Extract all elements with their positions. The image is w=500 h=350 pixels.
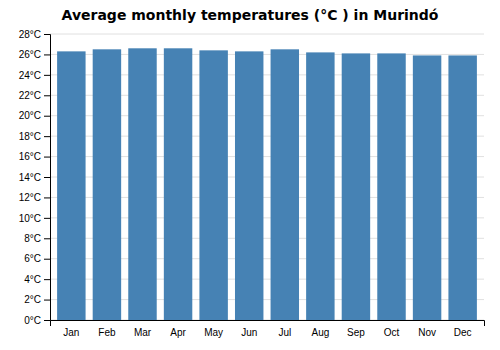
bar bbox=[413, 55, 441, 320]
x-tick-label: Nov bbox=[418, 327, 436, 338]
y-tick-label: 26°C bbox=[19, 49, 41, 60]
y-tick-mark bbox=[44, 157, 50, 158]
y-tick-mark bbox=[44, 197, 50, 198]
x-axis: Jan Feb Mar Apr May Jun Jul Aug Sep Oct Nov Dec bbox=[51, 321, 485, 339]
x-tick-label: Jun bbox=[241, 327, 257, 338]
y-tick-label: 0°C bbox=[24, 315, 41, 326]
x-tick: Feb bbox=[98, 327, 116, 338]
x-tick: Jul bbox=[278, 327, 291, 338]
y-tick-label: 2°C bbox=[24, 294, 41, 305]
x-tick-label: Mar bbox=[134, 327, 152, 338]
bar bbox=[57, 51, 85, 320]
x-tick: Apr bbox=[170, 327, 186, 338]
y-tick-label: 12°C bbox=[19, 192, 41, 203]
y-tick-mark bbox=[44, 279, 50, 280]
x-tick-label: Dec bbox=[454, 327, 472, 338]
y-axis: 0°C 2°C 4°C 6°C 8°C 10°C 12°C 14°C 16°C 18°C 20°C 2… bbox=[19, 29, 51, 326]
x-tick: May bbox=[204, 327, 223, 338]
y-tick: 24°C bbox=[19, 70, 50, 81]
y-tick: 28°C bbox=[19, 29, 50, 40]
y-tick-label: 28°C bbox=[19, 29, 41, 40]
y-tick-mark bbox=[44, 218, 50, 219]
chart-title: Average monthly temperatures (°C ) in Mu… bbox=[62, 7, 439, 23]
y-tick-mark bbox=[44, 54, 50, 55]
y-tick-label: 4°C bbox=[24, 274, 41, 285]
y-tick-label: 6°C bbox=[24, 253, 41, 264]
bar bbox=[128, 48, 156, 320]
x-tick: Oct bbox=[384, 327, 400, 338]
y-axis-line bbox=[44, 35, 51, 321]
x-tick-label: Oct bbox=[384, 327, 400, 338]
bar bbox=[306, 52, 334, 320]
y-tick: 2°C bbox=[24, 294, 50, 305]
y-tick-mark bbox=[44, 259, 50, 260]
grid bbox=[50, 34, 484, 320]
y-tick: 12°C bbox=[19, 192, 50, 203]
y-tick-mark bbox=[44, 238, 50, 239]
chart-svg: Average monthly temperatures (°C ) in Mu… bbox=[0, 0, 500, 350]
y-tick: 0°C bbox=[24, 315, 50, 326]
y-tick-mark bbox=[44, 320, 50, 321]
x-tick: Dec bbox=[454, 327, 472, 338]
y-tick-label: 16°C bbox=[19, 151, 41, 162]
y-tick: 16°C bbox=[19, 151, 50, 162]
x-tick-label: Jan bbox=[63, 327, 79, 338]
x-tick: Jan bbox=[63, 327, 79, 338]
bar bbox=[271, 49, 299, 320]
y-tick-label: 20°C bbox=[19, 110, 41, 121]
y-tick: 22°C bbox=[19, 90, 50, 101]
x-tick-label: Jul bbox=[278, 327, 291, 338]
x-tick-label: May bbox=[204, 327, 223, 338]
x-axis-line bbox=[51, 321, 485, 327]
y-tick-label: 8°C bbox=[24, 233, 41, 244]
x-tick: Jun bbox=[241, 327, 257, 338]
y-tick-mark bbox=[44, 177, 50, 178]
y-tick: 20°C bbox=[19, 110, 50, 121]
y-tick-label: 18°C bbox=[19, 131, 41, 142]
y-tick-mark bbox=[44, 95, 50, 96]
x-tick: Nov bbox=[418, 327, 436, 338]
x-tick-label: Apr bbox=[170, 327, 186, 338]
bar bbox=[377, 53, 405, 320]
y-tick-mark bbox=[44, 75, 50, 76]
y-tick: 6°C bbox=[24, 253, 50, 264]
y-tick-mark bbox=[44, 116, 50, 117]
bar bbox=[342, 53, 370, 320]
bar bbox=[199, 50, 227, 320]
bar bbox=[93, 49, 121, 320]
bar bbox=[448, 55, 476, 320]
bar bbox=[164, 48, 192, 320]
y-tick: 10°C bbox=[19, 213, 50, 224]
y-tick-mark bbox=[44, 300, 50, 301]
y-tick: 4°C bbox=[24, 274, 50, 285]
grid-line bbox=[50, 34, 484, 35]
bars bbox=[57, 48, 477, 320]
y-tick: 14°C bbox=[19, 172, 50, 183]
y-tick-label: 24°C bbox=[19, 70, 41, 81]
y-tick-label: 10°C bbox=[19, 213, 41, 224]
y-tick-label: 14°C bbox=[19, 172, 41, 183]
chart-container: Average monthly temperatures (°C ) in Mu… bbox=[0, 0, 500, 350]
plot: 0°C 2°C 4°C 6°C 8°C 10°C 12°C 14°C 16°C 18°C 20°C 2… bbox=[19, 29, 485, 338]
y-tick-mark bbox=[44, 136, 50, 137]
bar bbox=[235, 51, 263, 320]
y-tick-mark bbox=[44, 34, 50, 35]
y-tick: 18°C bbox=[19, 131, 50, 142]
y-tick: 8°C bbox=[24, 233, 50, 244]
x-tick: Mar bbox=[134, 327, 152, 338]
y-tick-label: 22°C bbox=[19, 90, 41, 101]
x-tick-label: Sep bbox=[347, 327, 365, 338]
x-tick-label: Aug bbox=[311, 327, 329, 338]
x-tick-label: Feb bbox=[98, 327, 116, 338]
y-tick: 26°C bbox=[19, 49, 50, 60]
x-tick: Sep bbox=[347, 327, 365, 338]
x-tick: Aug bbox=[311, 327, 329, 338]
